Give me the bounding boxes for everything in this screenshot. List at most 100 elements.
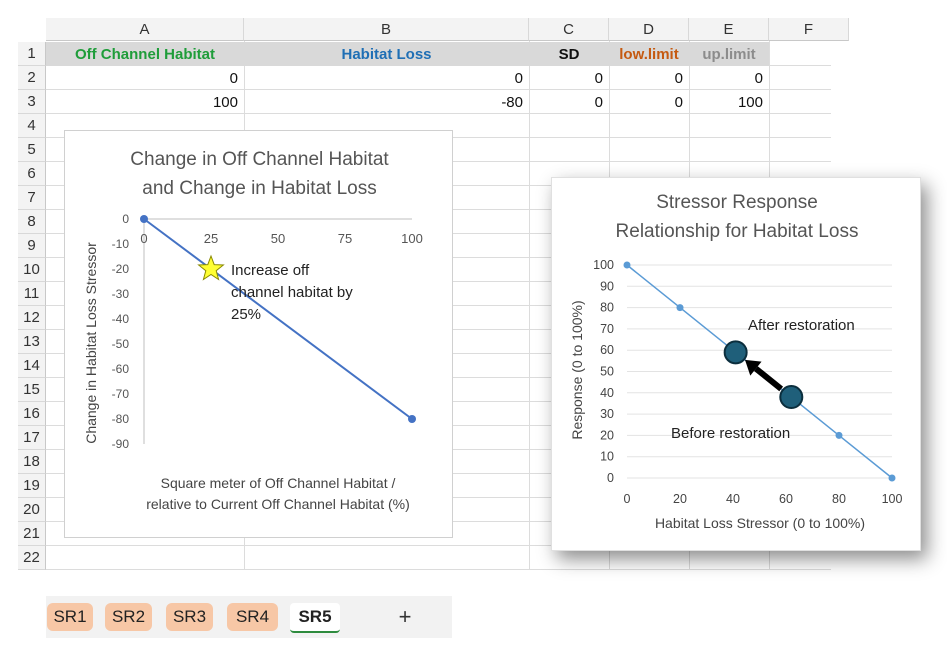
y-tick-label: 0 xyxy=(607,471,614,485)
y-tick-label: -60 xyxy=(112,362,130,376)
row-header-16[interactable]: 16 xyxy=(18,402,46,426)
y-tick-label: 40 xyxy=(600,386,614,400)
arrow-shaft xyxy=(754,366,784,392)
data-point xyxy=(408,415,416,423)
y-tick-label: -20 xyxy=(112,262,130,276)
row-header-5[interactable]: 5 xyxy=(18,138,46,162)
x-tick-label: 0 xyxy=(140,231,147,246)
row-header-10[interactable]: 10 xyxy=(18,258,46,282)
header-low-limit: low.limit xyxy=(619,45,679,63)
series-line xyxy=(143,218,413,420)
column-header-d[interactable]: D xyxy=(609,18,689,41)
cell-a1[interactable]: Off Channel Habitat xyxy=(46,42,244,66)
row-header-12[interactable]: 12 xyxy=(18,306,46,330)
x-tick-label: 75 xyxy=(338,231,352,246)
x-tick-label: 0 xyxy=(624,492,631,506)
plus-icon: + xyxy=(398,604,412,629)
y-tick-label: -10 xyxy=(112,237,130,251)
star-icon xyxy=(197,254,225,281)
row-header-9[interactable]: 9 xyxy=(18,234,46,258)
x-tick-label: 80 xyxy=(832,492,846,506)
grid-line xyxy=(46,569,831,570)
y-tick-label: 100 xyxy=(593,258,614,272)
cell-b3[interactable]: -80 xyxy=(501,93,523,111)
y-tick-label: 0 xyxy=(122,212,129,226)
x-tick-label: 100 xyxy=(882,492,903,506)
header-off-channel-habitat: Off Channel Habitat xyxy=(74,45,215,63)
row-header-13[interactable]: 13 xyxy=(18,330,46,354)
row-header-21[interactable]: 21 xyxy=(18,522,46,546)
row-header-6[interactable]: 6 xyxy=(18,162,46,186)
y-tick-label: -70 xyxy=(112,387,130,401)
cell-c3[interactable]: 0 xyxy=(594,93,603,111)
tab-sr1[interactable]: SR1 xyxy=(47,603,93,631)
stressor-response-chart[interactable]: Stressor Response Relationship for Habit… xyxy=(551,177,921,551)
tab-sr5[interactable]: SR5 xyxy=(290,603,340,633)
cell-d1[interactable]: low.limit xyxy=(609,42,689,66)
cell-a3[interactable]: 100 xyxy=(212,93,238,111)
column-header-b[interactable]: B xyxy=(244,18,529,41)
cell-c2[interactable]: 0 xyxy=(594,69,603,87)
row-header-4[interactable]: 4 xyxy=(18,114,46,138)
column-header-a[interactable]: A xyxy=(46,18,244,41)
x-axis-label: Habitat Loss Stressor (0 to 100%) xyxy=(655,515,865,531)
row-header-2[interactable]: 2 xyxy=(18,66,46,90)
cell-d2[interactable]: 0 xyxy=(674,69,683,87)
row-header-19[interactable]: 19 xyxy=(18,474,46,498)
x-axis-label: Square meter of Off Channel Habitat / xyxy=(161,475,396,491)
data-point xyxy=(888,474,896,482)
y-tick-label: -90 xyxy=(112,437,130,451)
y-tick-label: 70 xyxy=(600,322,614,336)
row-header-1[interactable]: 1 xyxy=(18,42,46,66)
row-header-15[interactable]: 15 xyxy=(18,378,46,402)
row-header-17[interactable]: 17 xyxy=(18,426,46,450)
row-header-20[interactable]: 20 xyxy=(18,498,46,522)
add-sheet-button[interactable]: + xyxy=(386,603,424,631)
x-tick-label: 25 xyxy=(204,231,218,246)
y-tick-label: 60 xyxy=(600,343,614,357)
column-header-c[interactable]: C xyxy=(529,18,609,41)
row-header-11[interactable]: 11 xyxy=(18,282,46,306)
after-restoration-marker xyxy=(723,340,748,365)
cell-d3[interactable]: 0 xyxy=(674,93,683,111)
y-tick-label: -50 xyxy=(112,337,130,351)
tab-sr2[interactable]: SR2 xyxy=(105,603,152,631)
data-point xyxy=(140,215,148,223)
cell-e1[interactable]: up.limit xyxy=(689,42,769,66)
row-header-22[interactable]: 22 xyxy=(18,546,46,570)
chart2-plot: 0 10 20 30 40 50 60 70 80 90 100 0 20 40 60 80 100 After … xyxy=(569,258,903,531)
cell-e3[interactable]: 100 xyxy=(737,93,763,111)
row-header-8[interactable]: 8 xyxy=(18,210,46,234)
annotation-text: 25% xyxy=(231,306,261,323)
row-header-7[interactable]: 7 xyxy=(18,186,46,210)
column-header-f[interactable]: F xyxy=(769,18,849,41)
cell-b1[interactable]: Habitat Loss xyxy=(244,42,529,66)
header-sd: SD xyxy=(558,45,580,63)
annotation-text: Increase off xyxy=(231,262,310,279)
annotation-text: channel habitat by xyxy=(231,284,353,301)
grid-line xyxy=(46,89,831,90)
cell-c1[interactable]: SD xyxy=(529,42,609,66)
arrow-head-icon xyxy=(745,359,762,376)
column-header-e[interactable]: E xyxy=(689,18,769,41)
data-point xyxy=(623,261,631,269)
cell-a2[interactable]: 0 xyxy=(229,69,238,87)
cell-e2[interactable]: 0 xyxy=(754,69,763,87)
y-tick-label: 30 xyxy=(600,407,614,421)
tab-sr3[interactable]: SR3 xyxy=(166,603,213,631)
grid-line xyxy=(46,545,831,546)
habitat-change-chart[interactable]: Change in Off Channel Habitat and Change… xyxy=(64,130,453,538)
chart1-title: Change in Off Channel Habitat and Change… xyxy=(130,149,389,199)
row-header-3[interactable]: 3 xyxy=(18,90,46,114)
before-restoration-marker xyxy=(779,385,804,410)
after-restoration-label: After restoration xyxy=(748,317,855,334)
y-tick-label: 90 xyxy=(600,279,614,293)
x-tick-label: 60 xyxy=(779,492,793,506)
row-header-14[interactable]: 14 xyxy=(18,354,46,378)
row-header-18[interactable]: 18 xyxy=(18,450,46,474)
y-tick-label: 10 xyxy=(600,450,614,464)
tab-sr4[interactable]: SR4 xyxy=(227,603,278,631)
cell-b2[interactable]: 0 xyxy=(514,69,523,87)
x-tick-label: 100 xyxy=(401,231,423,246)
